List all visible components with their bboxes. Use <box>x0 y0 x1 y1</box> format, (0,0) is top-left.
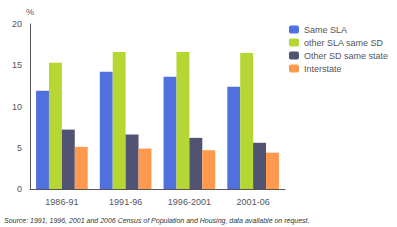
svg-text:1986-91: 1986-91 <box>45 197 78 207</box>
svg-text:%: % <box>26 7 34 17</box>
svg-text:15: 15 <box>12 60 22 70</box>
svg-text:1996-2001: 1996-2001 <box>168 197 211 207</box>
svg-text:2001-06: 2001-06 <box>237 197 270 207</box>
svg-text:20: 20 <box>12 19 22 29</box>
svg-text:5: 5 <box>17 143 22 153</box>
svg-text:0: 0 <box>17 184 22 194</box>
svg-text:other SLA same SD: other SLA same SD <box>304 38 384 48</box>
svg-text:1991-96: 1991-96 <box>109 197 142 207</box>
svg-text:Interstate: Interstate <box>304 64 342 74</box>
svg-text:Other SD same state: Other SD same state <box>304 51 388 61</box>
svg-text:10: 10 <box>12 102 22 112</box>
svg-text:Same SLA: Same SLA <box>304 25 347 35</box>
svg-text:Source: 1991, 1996, 2001 and 2: Source: 1991, 1996, 2001 and 2006 Census… <box>4 217 310 225</box>
